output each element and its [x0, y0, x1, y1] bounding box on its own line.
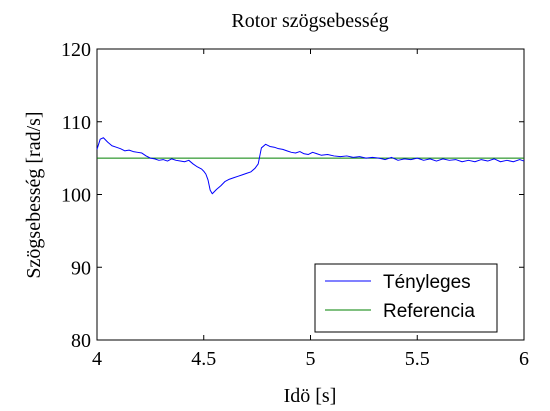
- chart-title: Rotor szögsebesség: [231, 10, 388, 32]
- x-axis-label: Idö [s]: [284, 385, 337, 407]
- y-tick-label: 90: [71, 257, 91, 279]
- y-tick-label: 80: [71, 330, 91, 352]
- series-layer: [96, 137, 525, 195]
- x-tick-label: 4.5: [191, 348, 216, 370]
- x-tick-label: 5: [306, 348, 316, 370]
- y-axis-label: Szögsebesség [rad/s]: [23, 111, 45, 278]
- legend-box: [314, 263, 498, 333]
- x-axis: 4 4.5 5 5.5 6: [92, 49, 529, 370]
- series-line-tenyleges: [96, 137, 525, 195]
- y-tick-label: 120: [61, 39, 91, 61]
- x-tick-label: 5.5: [405, 348, 430, 370]
- legend-label: Referencia: [383, 301, 475, 322]
- x-tick-label: 4: [92, 348, 102, 370]
- y-tick-label: 100: [61, 185, 91, 207]
- x-tick-label: 6: [519, 348, 529, 370]
- y-tick-label: 110: [62, 112, 91, 134]
- legend-label: Tényleges: [383, 272, 471, 293]
- y-axis: 80 90 100 110 120: [61, 39, 524, 352]
- legend: Tényleges Referencia: [314, 263, 498, 333]
